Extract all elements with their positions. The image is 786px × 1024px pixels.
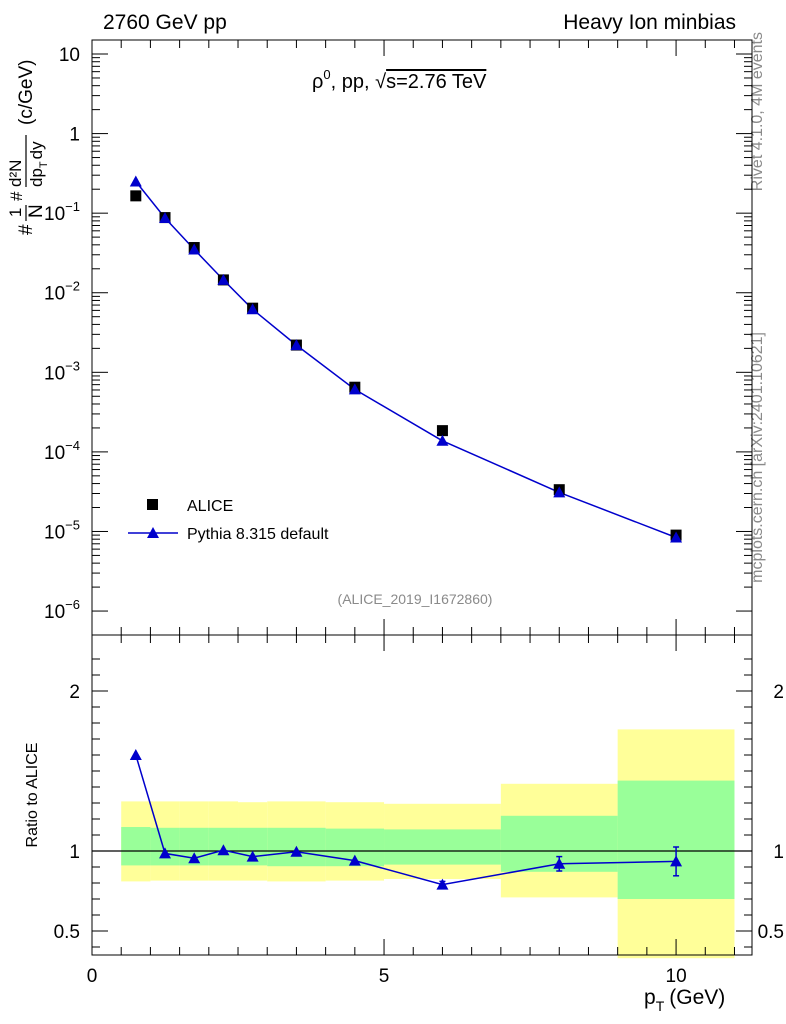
ratio-frame (91, 634, 753, 956)
green-band (617, 780, 735, 899)
main-frame (91, 39, 753, 636)
main-panel: 10−6 10−5 10−4 10−3 10−2 10−1 1 10 ρ0, pp, √s=2… (6, 39, 753, 636)
svg-text:# 1: # 1 (6, 208, 37, 235)
ratio-uncertainty-bands (121, 729, 735, 959)
pythia-point (348, 383, 361, 395)
ratio-point (670, 855, 683, 867)
ratio-ytick-label: 0.5 (54, 922, 80, 943)
ratio-ytick-label: 2 (69, 682, 80, 703)
ratio-point (553, 857, 566, 869)
main-x-ticks (91, 40, 735, 635)
legend-pythia-label: Pythia 8.315 default (187, 526, 329, 543)
svg-text:d²N: d²N (6, 160, 25, 187)
legend-alice-label: ALICE (187, 498, 233, 515)
plot-title: ρ0, pp, √s=2.76 TeV (312, 67, 487, 93)
ratio-point (217, 844, 230, 856)
rivet-version-label: Rivet 4.1.0, 4M events (749, 32, 766, 191)
header-right-label: Heavy Ion minbias (563, 11, 736, 34)
x-axis-label: pT (GeV) (644, 986, 725, 1014)
pythia-point (246, 303, 259, 315)
pythia-point (553, 486, 566, 498)
ratio-panel: 0.5 0.5 1 1 2 2 0 5 10 Ratio to ALICE pT (GeV) (24, 634, 784, 1014)
svg-text:#: # (7, 191, 26, 201)
pythia-point (188, 243, 201, 255)
main-ytick-label: 10−3 (44, 358, 80, 384)
pythia-point (670, 531, 683, 543)
ratio-curve (135, 754, 677, 886)
ratio-point (188, 852, 201, 864)
pythia-point (217, 273, 230, 285)
mcplots-label: mcplots.cern.ch [arXiv:2401.10621] (749, 332, 766, 583)
legend-pythia-marker (147, 527, 159, 538)
header-left-label: 2760 GeV pp (103, 11, 227, 34)
alice-markers (130, 190, 682, 541)
ratio-ytick-label-right: 1 (773, 842, 784, 863)
analysis-watermark: (ALICE_2019_I1672860) (338, 591, 493, 607)
ratio-point (129, 749, 142, 760)
main-y-axis-label: # 1 N # d²N dpTdy (c/GeV) (6, 60, 50, 235)
pythia-point (159, 211, 172, 223)
ratio-ytick-label-right: 0.5 (758, 922, 784, 943)
legend-alice-marker (147, 499, 158, 510)
ratio-xtick-label: 5 (379, 966, 390, 987)
ratio-point (290, 845, 303, 857)
pythia-markers (129, 175, 683, 543)
svg-text:dpTdy: dpTdy (27, 141, 50, 187)
ratio-point (436, 878, 449, 890)
ratio-y-axis-label: Ratio to ALICE (24, 743, 41, 848)
pythia-point (290, 339, 303, 351)
main-ytick-label: 10−2 (44, 279, 80, 305)
main-ytick-label: 10−1 (44, 199, 80, 225)
main-ytick-label: 10−5 (44, 517, 80, 543)
green-band (150, 827, 180, 866)
green-band (384, 829, 501, 865)
ratio-xtick-label: 0 (87, 966, 98, 987)
alice-point (130, 190, 142, 202)
ratio-point (246, 850, 259, 862)
ratio-point (348, 854, 361, 866)
svg-text:N: N (26, 204, 47, 218)
main-ytick-label: 10−6 (44, 597, 80, 623)
main-ytick-label: 1 (69, 125, 80, 146)
main-y-ticks: 10−6 10−5 10−4 10−3 10−2 10−1 1 10 (44, 45, 752, 623)
svg-text:(c/GeV): (c/GeV) (16, 60, 37, 125)
ratio-point (159, 847, 172, 859)
pythia-point (129, 175, 142, 187)
main-ytick-label: 10−4 (44, 438, 80, 464)
alice-point (436, 425, 448, 437)
ratio-ytick-label: 1 (69, 842, 80, 863)
pythia-point (436, 434, 449, 446)
ratio-ytick-label-right: 2 (773, 682, 784, 703)
main-ytick-label: 10 (59, 45, 80, 66)
green-band (121, 827, 151, 866)
ratio-markers (129, 749, 683, 890)
ratio-x-ticks: 0 5 10 (87, 635, 735, 987)
ratio-xtick-label: 10 (666, 966, 687, 987)
legend: ALICE Pythia 8.315 default (128, 498, 329, 543)
pythia-curve (135, 181, 677, 539)
ratio-y-ticks: 0.5 0.5 1 1 2 2 (54, 658, 784, 948)
